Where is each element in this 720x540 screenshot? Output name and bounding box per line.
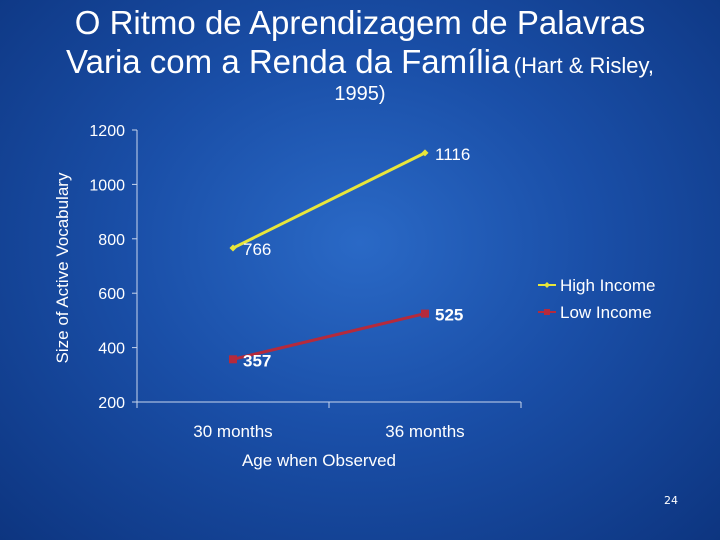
data-point-low-income (421, 309, 429, 318)
y-tick-label: 600 (98, 286, 125, 303)
y-tick-label: 1200 (89, 123, 125, 140)
title-line-2: Varia com a Renda da Família (Hart & Ris… (0, 43, 720, 82)
slide-number: 24 (664, 494, 678, 507)
legend-marker (544, 309, 550, 315)
series-line-high-income (232, 151, 426, 250)
data-label: 525 (435, 306, 463, 325)
y-tick-label: 1000 (89, 177, 125, 194)
x-tick-label: 30 months (193, 422, 272, 441)
data-point-low-income (229, 355, 237, 364)
title-line-3: 1995) (334, 83, 386, 106)
y-tick-label: 400 (98, 341, 125, 358)
data-label: 357 (243, 351, 271, 370)
y-axis-title: Size of Active Vocabulary (53, 172, 72, 363)
legend-marker (544, 282, 550, 288)
data-label: 766 (243, 240, 271, 259)
legend-label: Low Income (560, 303, 652, 322)
data-label: 1116 (435, 145, 470, 164)
title-line-2-citation: (Hart & Risley, (513, 52, 654, 78)
y-tick-label: 800 (98, 232, 125, 249)
title-line-2-main: Varia com a Renda da Família (66, 42, 510, 80)
data-point-high-income (229, 244, 237, 252)
y-tick-label: 200 (98, 395, 125, 412)
data-point-high-income (421, 149, 429, 157)
legend-label: High Income (560, 276, 655, 295)
x-axis-title: Age when Observed (242, 451, 396, 470)
slide-title: O Ritmo de Aprendizagem de Palavras Vari… (0, 4, 720, 107)
series-line-low-income (232, 312, 426, 361)
title-line-1: O Ritmo de Aprendizagem de Palavras (74, 4, 646, 41)
x-tick-label: 36 months (385, 422, 464, 441)
